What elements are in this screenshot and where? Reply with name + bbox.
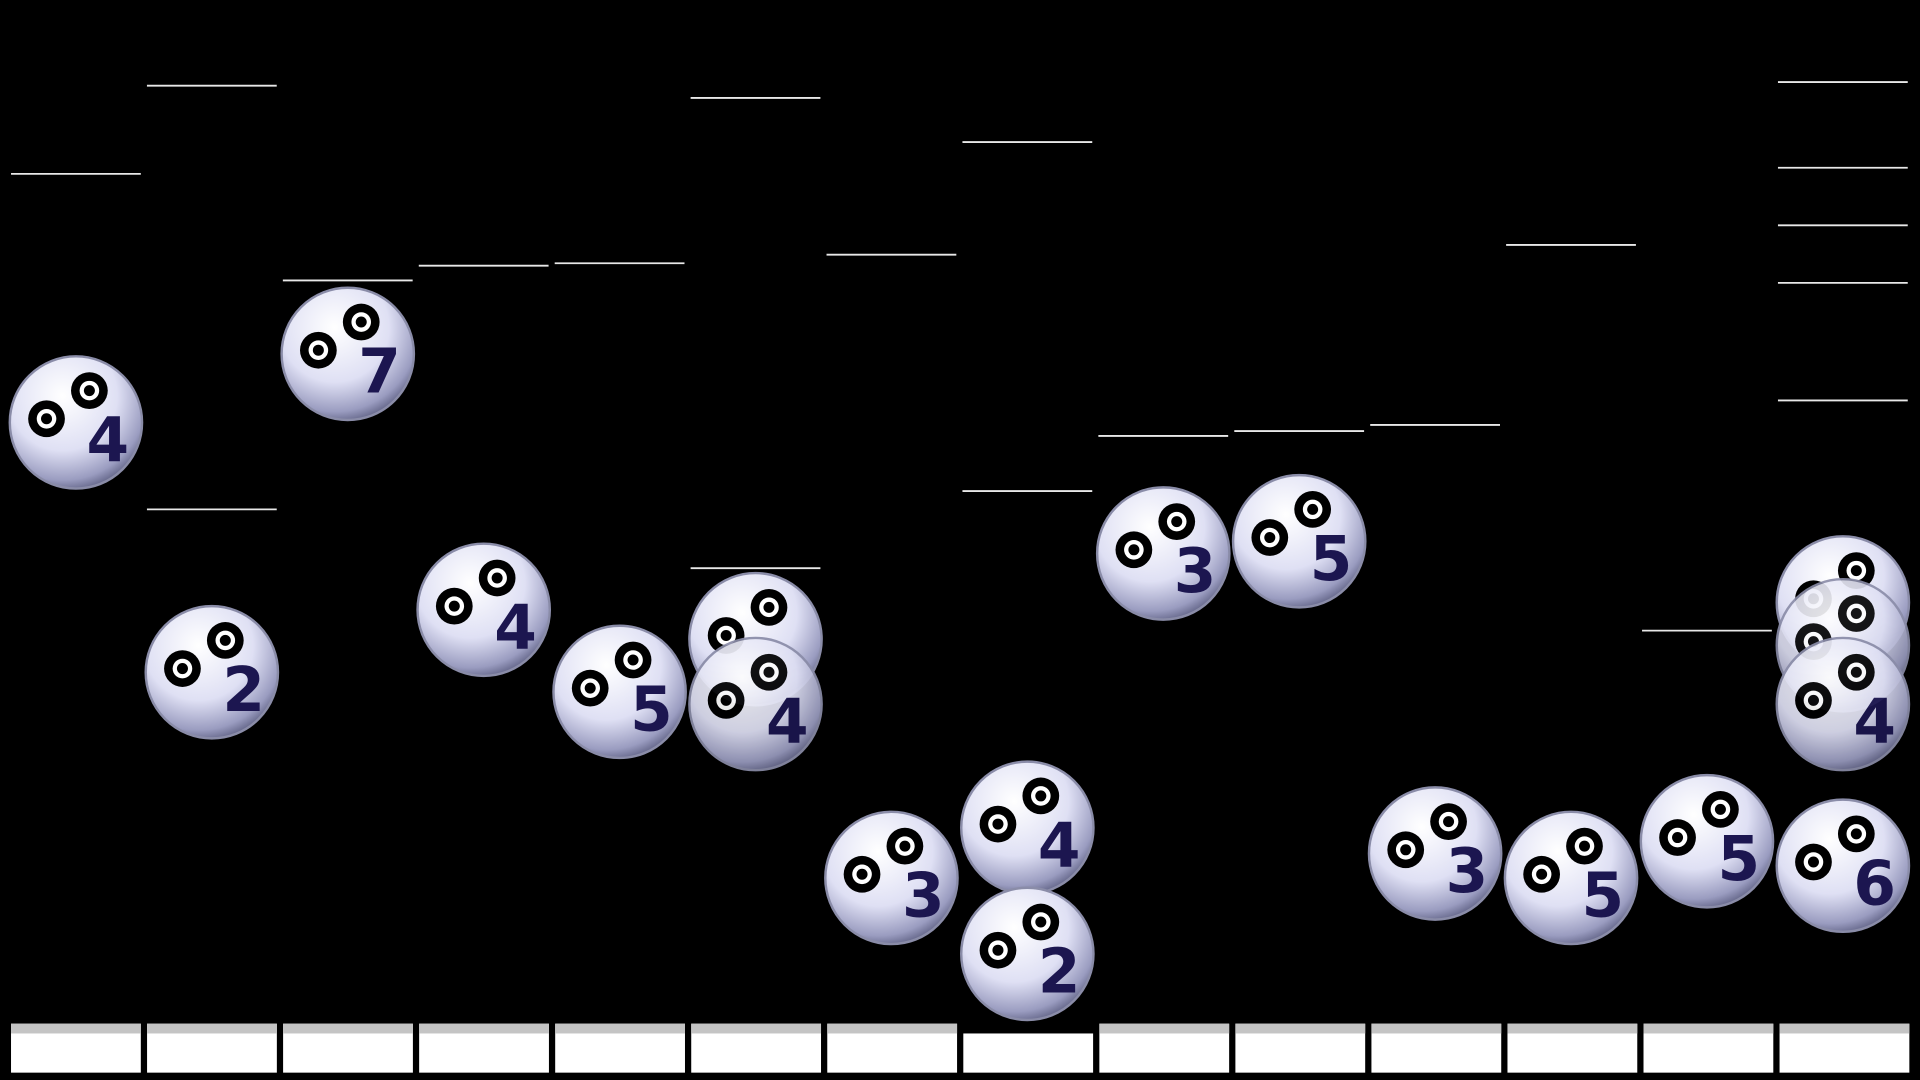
- ball: 6: [1777, 800, 1909, 932]
- keyboard: [11, 1023, 1910, 1073]
- ball: 5: [553, 626, 685, 758]
- ball-number: 4: [1853, 687, 1896, 758]
- ball: 5: [1233, 475, 1365, 607]
- ball: 7: [282, 288, 414, 420]
- ball-number: 5: [1310, 524, 1353, 595]
- key[interactable]: [1779, 1023, 1910, 1073]
- ball-number: 4: [766, 687, 809, 758]
- ball-number: 5: [1582, 861, 1625, 932]
- balls: 4 2 7 4 5 4 3 4 2 3 5 3 5 5 4 6: [10, 288, 1909, 1020]
- ball: 2: [146, 606, 278, 738]
- key[interactable]: [419, 1023, 549, 1073]
- ball-number: 2: [222, 655, 265, 726]
- ball-number: 5: [630, 674, 673, 745]
- lane-lines: [11, 81, 1908, 632]
- ball-number: 5: [1717, 824, 1760, 895]
- ball: 4: [10, 356, 142, 488]
- ball-number: 3: [1174, 536, 1217, 607]
- key[interactable]: [827, 1023, 958, 1073]
- ball-number: 3: [902, 861, 945, 932]
- key[interactable]: [1371, 1023, 1502, 1073]
- key[interactable]: [963, 1033, 1094, 1073]
- ball: 4: [689, 638, 821, 770]
- key[interactable]: [1235, 1023, 1366, 1073]
- key[interactable]: [1099, 1023, 1230, 1073]
- ball-number: 3: [1446, 836, 1489, 907]
- key[interactable]: [147, 1023, 277, 1073]
- key[interactable]: [1507, 1023, 1638, 1073]
- key[interactable]: [283, 1023, 413, 1073]
- key[interactable]: [11, 1023, 141, 1073]
- ball: 4: [418, 544, 550, 676]
- ball-number: 6: [1853, 848, 1896, 919]
- ball: 4: [1777, 638, 1909, 770]
- key[interactable]: [1643, 1023, 1774, 1073]
- ball-number: 4: [86, 405, 129, 476]
- ball: 2: [961, 888, 1093, 1020]
- ball: 3: [1369, 787, 1501, 919]
- key[interactable]: [555, 1023, 685, 1073]
- ball: 5: [1641, 775, 1773, 907]
- ball-number: 4: [1038, 810, 1081, 881]
- ball-number: 2: [1038, 937, 1081, 1008]
- key[interactable]: [691, 1023, 822, 1073]
- ball: 5: [1505, 812, 1637, 944]
- ball: 3: [825, 812, 957, 944]
- ball-number: 4: [494, 592, 537, 663]
- ball: 4: [961, 762, 1093, 894]
- ball: 3: [1097, 487, 1229, 619]
- ball-number: 7: [358, 337, 401, 408]
